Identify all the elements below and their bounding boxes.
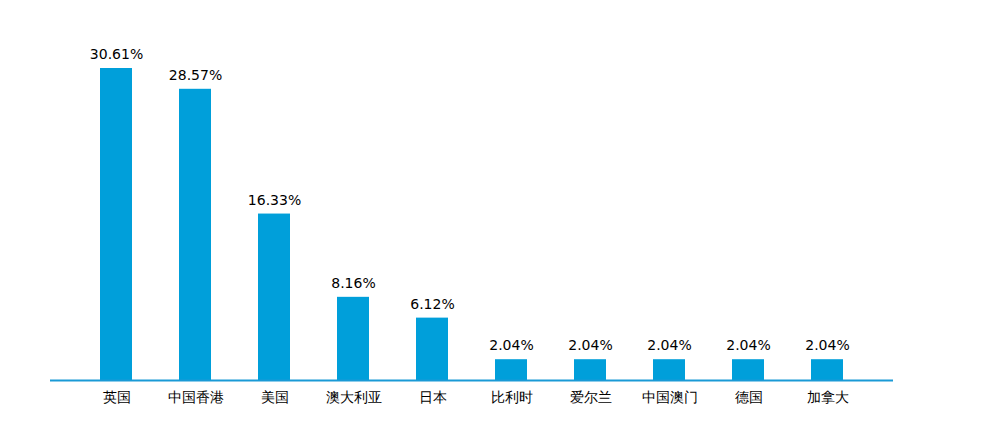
svg-text:澳大利亚: 澳大利亚 [326,389,382,405]
svg-text:2.04%: 2.04% [489,337,533,353]
svg-text:比利时: 比利时 [491,389,533,405]
svg-text:美国: 美国 [261,389,289,405]
svg-text:2.04%: 2.04% [568,337,612,353]
svg-text:英国: 英国 [103,389,131,405]
svg-text:日本: 日本 [419,389,447,405]
svg-text:2.04%: 2.04% [726,337,770,353]
svg-text:28.57%: 28.57% [169,67,222,83]
svg-text:2.04%: 2.04% [647,337,691,353]
svg-text:8.16%: 8.16% [331,275,375,291]
svg-text:2.04%: 2.04% [805,337,849,353]
svg-text:中国香港: 中国香港 [168,389,224,405]
svg-text:爱尔兰: 爱尔兰 [570,389,612,405]
svg-text:加拿大: 加拿大 [807,389,849,405]
svg-text:16.33%: 16.33% [248,192,301,208]
svg-text:中国澳门: 中国澳门 [642,389,698,405]
svg-text:6.12%: 6.12% [410,296,454,312]
svg-text:德国: 德国 [735,389,763,405]
svg-text:30.61%: 30.61% [90,46,143,62]
